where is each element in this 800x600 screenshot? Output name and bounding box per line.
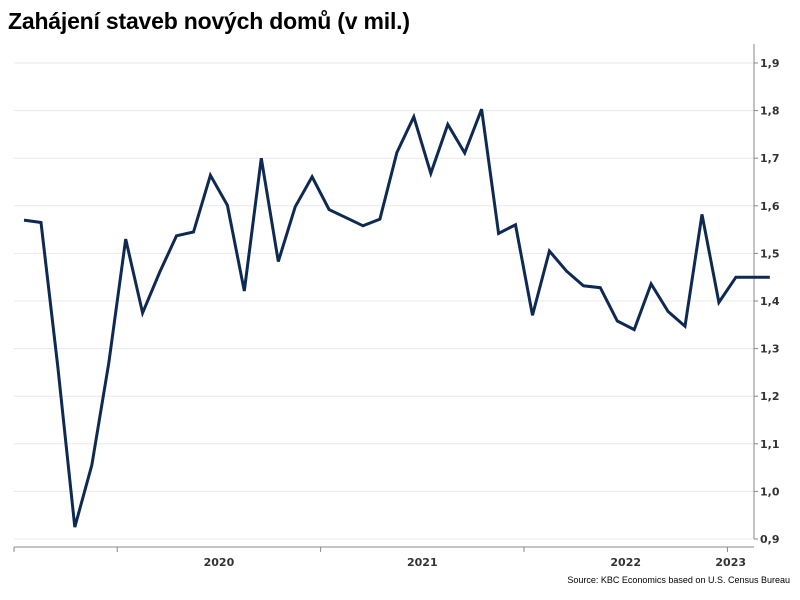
x-tick-label: 2023 xyxy=(715,556,746,569)
chart-title: Zahájení staveb nových domů (v mil.) xyxy=(8,8,410,34)
y-axis: 0,9 1,0 1,1 1,2 1,3 1,4 1,5 1,6 1,7 1,8 1,9 xyxy=(753,44,780,546)
gridlines xyxy=(14,62,754,540)
y-tick-label: 1,0 xyxy=(760,485,780,498)
y-tick-label: 1,7 xyxy=(760,152,780,165)
x-axis: 2020 2021 2022 2023 xyxy=(13,546,754,569)
source-note: Source: KBC Economics based on U.S. Cens… xyxy=(567,575,790,585)
y-tick-label: 1,3 xyxy=(760,343,780,356)
y-tick-label: 0,9 xyxy=(760,533,780,546)
y-tick-label: 1,9 xyxy=(760,57,780,70)
x-tick-label: 2021 xyxy=(407,556,438,569)
series-group xyxy=(23,108,770,528)
y-tick-label: 1,2 xyxy=(760,390,780,403)
x-tick-label: 2020 xyxy=(204,556,235,569)
y-tick-label: 1,5 xyxy=(760,247,780,260)
y-tick-label: 1,8 xyxy=(760,105,780,118)
series-line xyxy=(23,108,770,528)
y-tick-label: 1,1 xyxy=(760,438,780,451)
y-tick-label: 1,4 xyxy=(760,295,780,308)
y-tick-label: 1,6 xyxy=(760,200,780,213)
x-tick-label: 2022 xyxy=(610,556,641,569)
